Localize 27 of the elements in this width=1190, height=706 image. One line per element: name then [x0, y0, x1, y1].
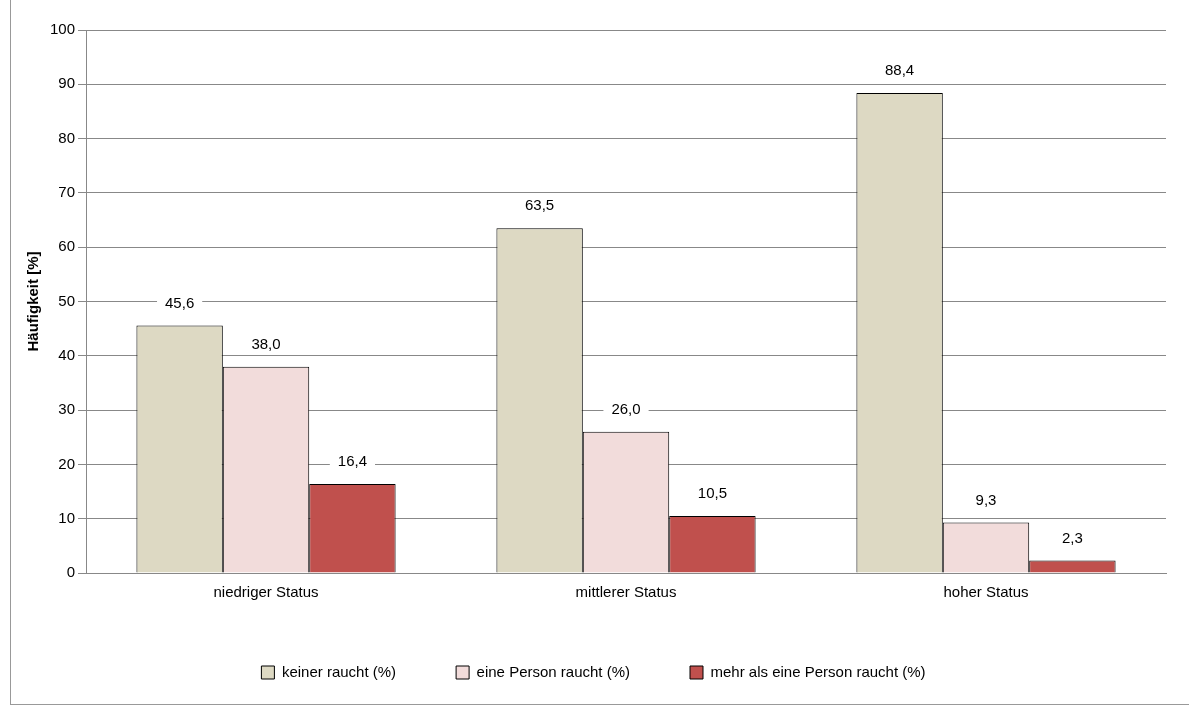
- data-label: 9,3: [975, 490, 997, 508]
- data-label: 10,5: [697, 484, 728, 502]
- x-tick-label: hoher Status: [943, 583, 1029, 601]
- data-label: 88,4: [885, 61, 915, 79]
- data-label: 45,6: [165, 293, 195, 311]
- y-tick-label: 100: [50, 20, 76, 38]
- data-label: 2,3: [1061, 528, 1083, 546]
- y-tick-label: 30: [58, 400, 76, 418]
- y-tick-label: 80: [58, 128, 76, 146]
- x-tick-label: mittlerer Status: [575, 583, 677, 601]
- y-tick-label: 40: [58, 345, 76, 363]
- data-label: 16,4: [337, 452, 368, 470]
- legend-label: eine Person raucht (%): [476, 662, 631, 680]
- y-tick-label: 0: [66, 563, 76, 581]
- data-label: 63,5: [525, 196, 555, 214]
- y-tick-label: 50: [58, 291, 76, 309]
- data-label: 26,0: [611, 399, 641, 417]
- data-label: 38,0: [251, 334, 281, 352]
- y-tick-label: 10: [58, 508, 76, 526]
- legend-label: keiner raucht (%): [281, 662, 397, 680]
- y-axis-title: Häufigkeit [%]: [24, 251, 42, 352]
- x-tick-label: niedriger Status: [213, 583, 319, 601]
- legend-label: mehr als eine Person raucht (%): [710, 662, 926, 680]
- y-tick-label: 70: [58, 183, 76, 201]
- y-tick-label: 90: [58, 74, 76, 92]
- y-tick-label: 60: [58, 237, 76, 255]
- y-tick-label: 20: [58, 454, 76, 472]
